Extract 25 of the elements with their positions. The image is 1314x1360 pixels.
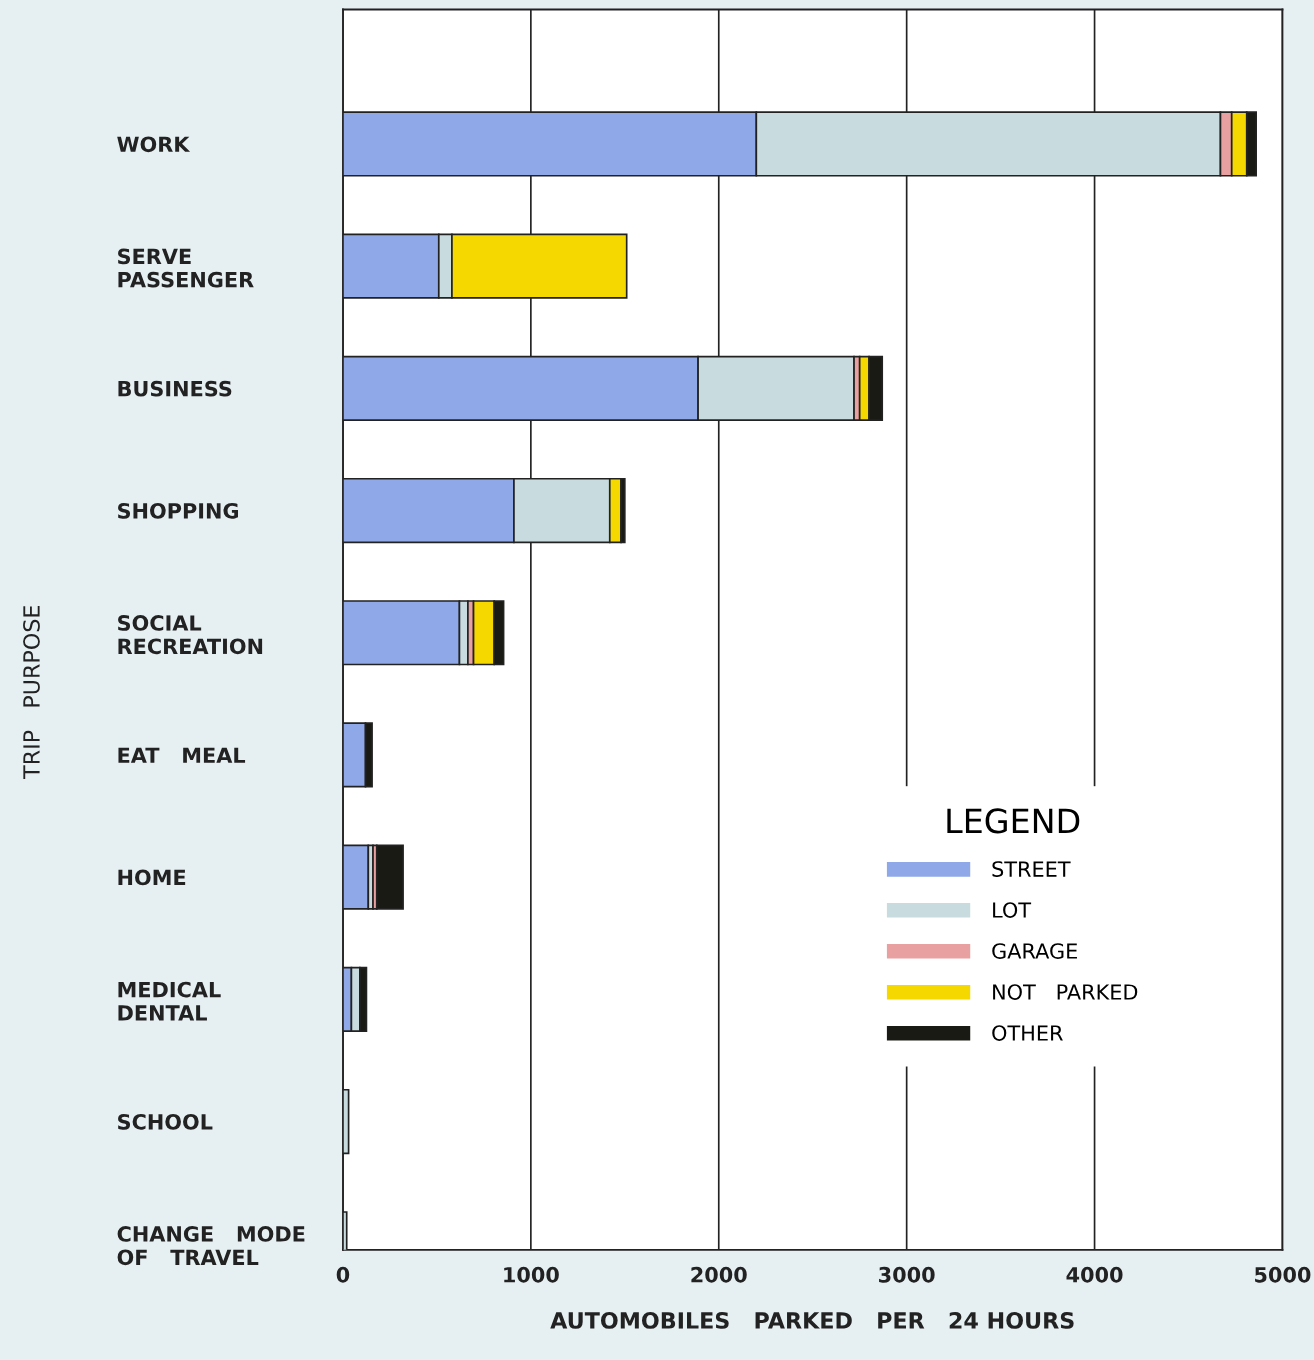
y-tick-label: SHOPPING	[118, 502, 238, 519]
x-tick-label: 4000	[1066, 1266, 1123, 1283]
legend-label: STREET	[992, 861, 1071, 877]
y-tick-label: HOME	[118, 869, 186, 886]
legend-label: OTHER	[992, 1025, 1063, 1041]
x-tick-label: 5000	[1255, 1266, 1311, 1283]
y-tick-label: EAT MEAL	[118, 747, 246, 763]
x-tick-label: 1000	[504, 1266, 559, 1283]
x-tick-label: 3000	[879, 1266, 935, 1283]
legend-label: LOT	[993, 902, 1032, 918]
y-tick-label: BUSINESS	[118, 380, 232, 397]
y-tick-label: WORK	[117, 136, 191, 153]
y-tick-label: SCHOOL	[118, 1113, 213, 1130]
x-axis-title: AUTOMOBILES PARKED PER 24 HOURS	[550, 1312, 1074, 1329]
x-tick-label: 0	[336, 1266, 350, 1283]
legend-label: GARAGE	[992, 943, 1077, 959]
y-tick-label: MEDICAL DENTAL	[118, 981, 221, 1021]
legend-label: NOT PARKED	[993, 984, 1138, 1000]
x-tick-label: 2000	[691, 1266, 747, 1283]
legend-title: LEGEND	[947, 808, 1080, 834]
y-tick-label: SERVE PASSENGER	[118, 248, 254, 288]
y-tick-label: CHANGE MODE OF TRAVEL	[117, 1226, 305, 1266]
bar	[375, 844, 404, 910]
y-axis-title: TRIP PURPOSE	[23, 605, 40, 779]
y-tick-label: SOCIAL RECREATION	[118, 615, 263, 655]
